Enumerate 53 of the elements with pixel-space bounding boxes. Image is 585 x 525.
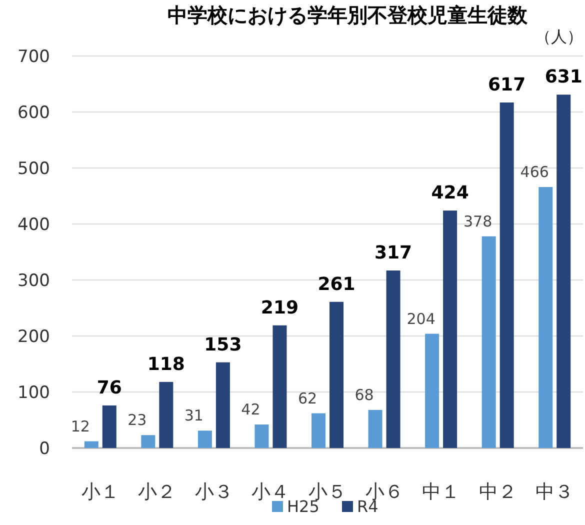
- data-label: 219: [260, 297, 299, 318]
- data-label: 261: [318, 274, 356, 295]
- bar: [538, 187, 553, 448]
- bar: [84, 441, 98, 448]
- data-label: 31: [184, 406, 204, 425]
- bar: [312, 413, 326, 448]
- x-tick-label: 中１: [422, 481, 460, 503]
- data-label: 153: [204, 334, 242, 356]
- data-label: 317: [374, 242, 412, 264]
- data-label: 424: [431, 182, 469, 204]
- y-tick-label: 400: [18, 215, 50, 235]
- bar: [141, 435, 156, 448]
- data-label: 42: [241, 400, 260, 418]
- x-tick-label: 中３: [536, 481, 574, 503]
- data-label: 466: [520, 163, 549, 182]
- x-tick-label: 小１: [81, 481, 120, 503]
- bar: [272, 325, 287, 448]
- data-label: 378: [464, 212, 492, 230]
- bar: [556, 94, 571, 448]
- data-label: 23: [128, 411, 147, 430]
- y-axis-title: （人）: [535, 27, 583, 46]
- bar: [386, 270, 400, 448]
- y-tick-label: 100: [18, 383, 50, 403]
- y-tick-label: 0: [39, 439, 50, 459]
- data-label: 12: [70, 417, 90, 436]
- bar: [368, 410, 382, 448]
- data-label: 204: [406, 310, 436, 328]
- data-label: 631: [544, 66, 582, 88]
- y-tick-label: 200: [18, 327, 50, 347]
- y-tick-label: 600: [18, 103, 50, 123]
- data-label: 62: [298, 389, 318, 408]
- bar: [443, 210, 458, 448]
- bar: [500, 102, 514, 448]
- data-label: 76: [96, 377, 122, 398]
- x-tick-label: 小３: [194, 481, 233, 503]
- x-tick-label: 小４: [252, 481, 290, 503]
- y-tick-label: 500: [18, 159, 50, 179]
- y-tick-label: 300: [18, 271, 50, 291]
- y-tick-label: 700: [18, 47, 50, 67]
- x-tick-label: 中２: [478, 481, 517, 503]
- bar: [482, 236, 496, 448]
- bar: [254, 424, 269, 448]
- data-label: 118: [147, 354, 185, 375]
- bar: [330, 302, 344, 448]
- bar: [102, 405, 116, 448]
- bar: [216, 362, 230, 448]
- bar: [425, 334, 440, 448]
- chart-title: 中学校における学年別不登校児童生徒数: [168, 3, 528, 27]
- bar: [159, 382, 174, 448]
- data-label: 68: [354, 386, 374, 404]
- bar: [198, 430, 212, 448]
- x-tick-label: 小２: [138, 481, 176, 503]
- data-label: 617: [488, 74, 526, 96]
